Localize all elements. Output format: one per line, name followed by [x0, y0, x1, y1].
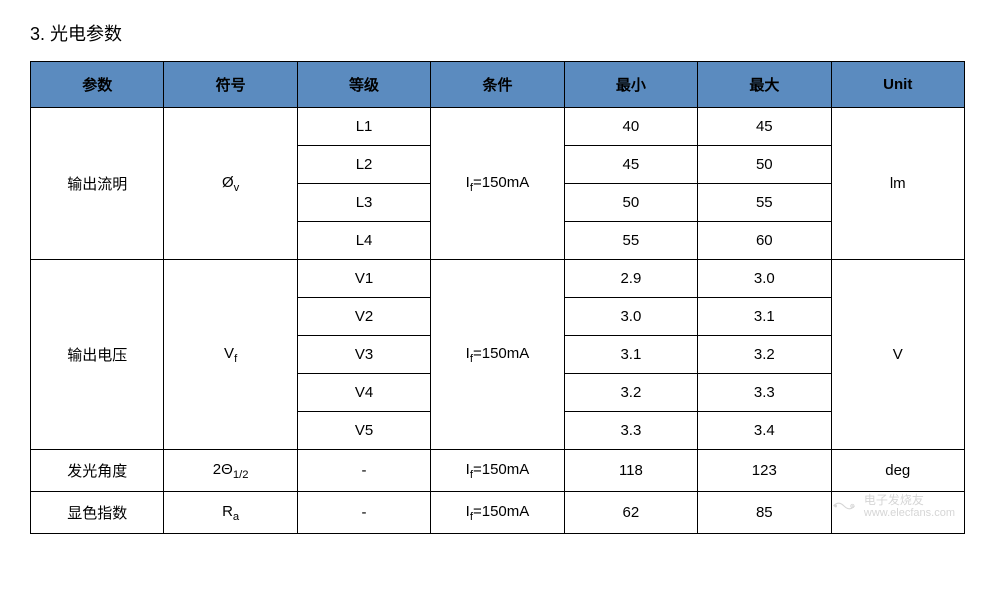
cell-grade: - — [297, 492, 430, 534]
cell-param: 显色指数 — [31, 492, 164, 534]
col-max: 最大 — [698, 62, 831, 108]
col-condition: 条件 — [431, 62, 564, 108]
table-header-row: 参数 符号 等级 条件 最小 最大 Unit — [31, 62, 965, 108]
cell-max: 85 — [698, 492, 831, 534]
cell-symbol: Øv — [164, 108, 297, 260]
watermark-url: www.elecfans.com — [864, 507, 955, 519]
table-row: 显色指数Ra-If=150mA6285 — [31, 492, 965, 534]
cell-unit: lm — [831, 108, 964, 260]
cell-grade: V5 — [297, 412, 430, 450]
cell-max: 3.2 — [698, 336, 831, 374]
cell-grade: V1 — [297, 260, 430, 298]
watermark: 电子发烧友 www.elecfans.com — [830, 494, 955, 519]
section-title: 3. 光电参数 — [30, 20, 965, 46]
cell-min: 50 — [564, 184, 697, 222]
cell-condition: If=150mA — [431, 260, 564, 450]
cell-condition: If=150mA — [431, 108, 564, 260]
cell-grade: L2 — [297, 146, 430, 184]
cell-max: 3.0 — [698, 260, 831, 298]
cell-max: 3.3 — [698, 374, 831, 412]
cell-min: 2.9 — [564, 260, 697, 298]
cell-param: 输出流明 — [31, 108, 164, 260]
cell-max: 60 — [698, 222, 831, 260]
cell-min: 62 — [564, 492, 697, 534]
cell-max: 3.1 — [698, 298, 831, 336]
cell-max: 123 — [698, 450, 831, 492]
cell-max: 3.4 — [698, 412, 831, 450]
cell-grade: V3 — [297, 336, 430, 374]
cell-symbol: 2Θ1/2 — [164, 450, 297, 492]
cell-min: 45 — [564, 146, 697, 184]
cell-unit: V — [831, 260, 964, 450]
cell-min: 3.0 — [564, 298, 697, 336]
col-param: 参数 — [31, 62, 164, 108]
cell-param: 发光角度 — [31, 450, 164, 492]
cell-condition: If=150mA — [431, 492, 564, 534]
col-min: 最小 — [564, 62, 697, 108]
cell-max: 55 — [698, 184, 831, 222]
cell-param: 输出电压 — [31, 260, 164, 450]
cell-min: 55 — [564, 222, 697, 260]
cell-grade: V4 — [297, 374, 430, 412]
params-table: 参数 符号 等级 条件 最小 最大 Unit 输出流明ØvL1If=150mA4… — [30, 61, 965, 534]
cell-min: 40 — [564, 108, 697, 146]
cell-symbol: Ra — [164, 492, 297, 534]
cell-grade: L4 — [297, 222, 430, 260]
cell-max: 50 — [698, 146, 831, 184]
table-row: 输出流明ØvL1If=150mA4045lm — [31, 108, 965, 146]
cell-unit: deg — [831, 450, 964, 492]
cell-grade: - — [297, 450, 430, 492]
watermark-icon — [830, 496, 858, 516]
cell-condition: If=150mA — [431, 450, 564, 492]
cell-min: 3.2 — [564, 374, 697, 412]
cell-symbol: Vf — [164, 260, 297, 450]
cell-min: 118 — [564, 450, 697, 492]
cell-min: 3.1 — [564, 336, 697, 374]
col-grade: 等级 — [297, 62, 430, 108]
cell-min: 3.3 — [564, 412, 697, 450]
cell-max: 45 — [698, 108, 831, 146]
table-row: 发光角度2Θ1/2-If=150mA118123deg — [31, 450, 965, 492]
cell-grade: L3 — [297, 184, 430, 222]
table-row: 输出电压VfV1If=150mA2.93.0V — [31, 260, 965, 298]
col-unit: Unit — [831, 62, 964, 108]
col-symbol: 符号 — [164, 62, 297, 108]
watermark-cn: 电子发烧友 — [864, 494, 955, 507]
cell-grade: V2 — [297, 298, 430, 336]
cell-grade: L1 — [297, 108, 430, 146]
